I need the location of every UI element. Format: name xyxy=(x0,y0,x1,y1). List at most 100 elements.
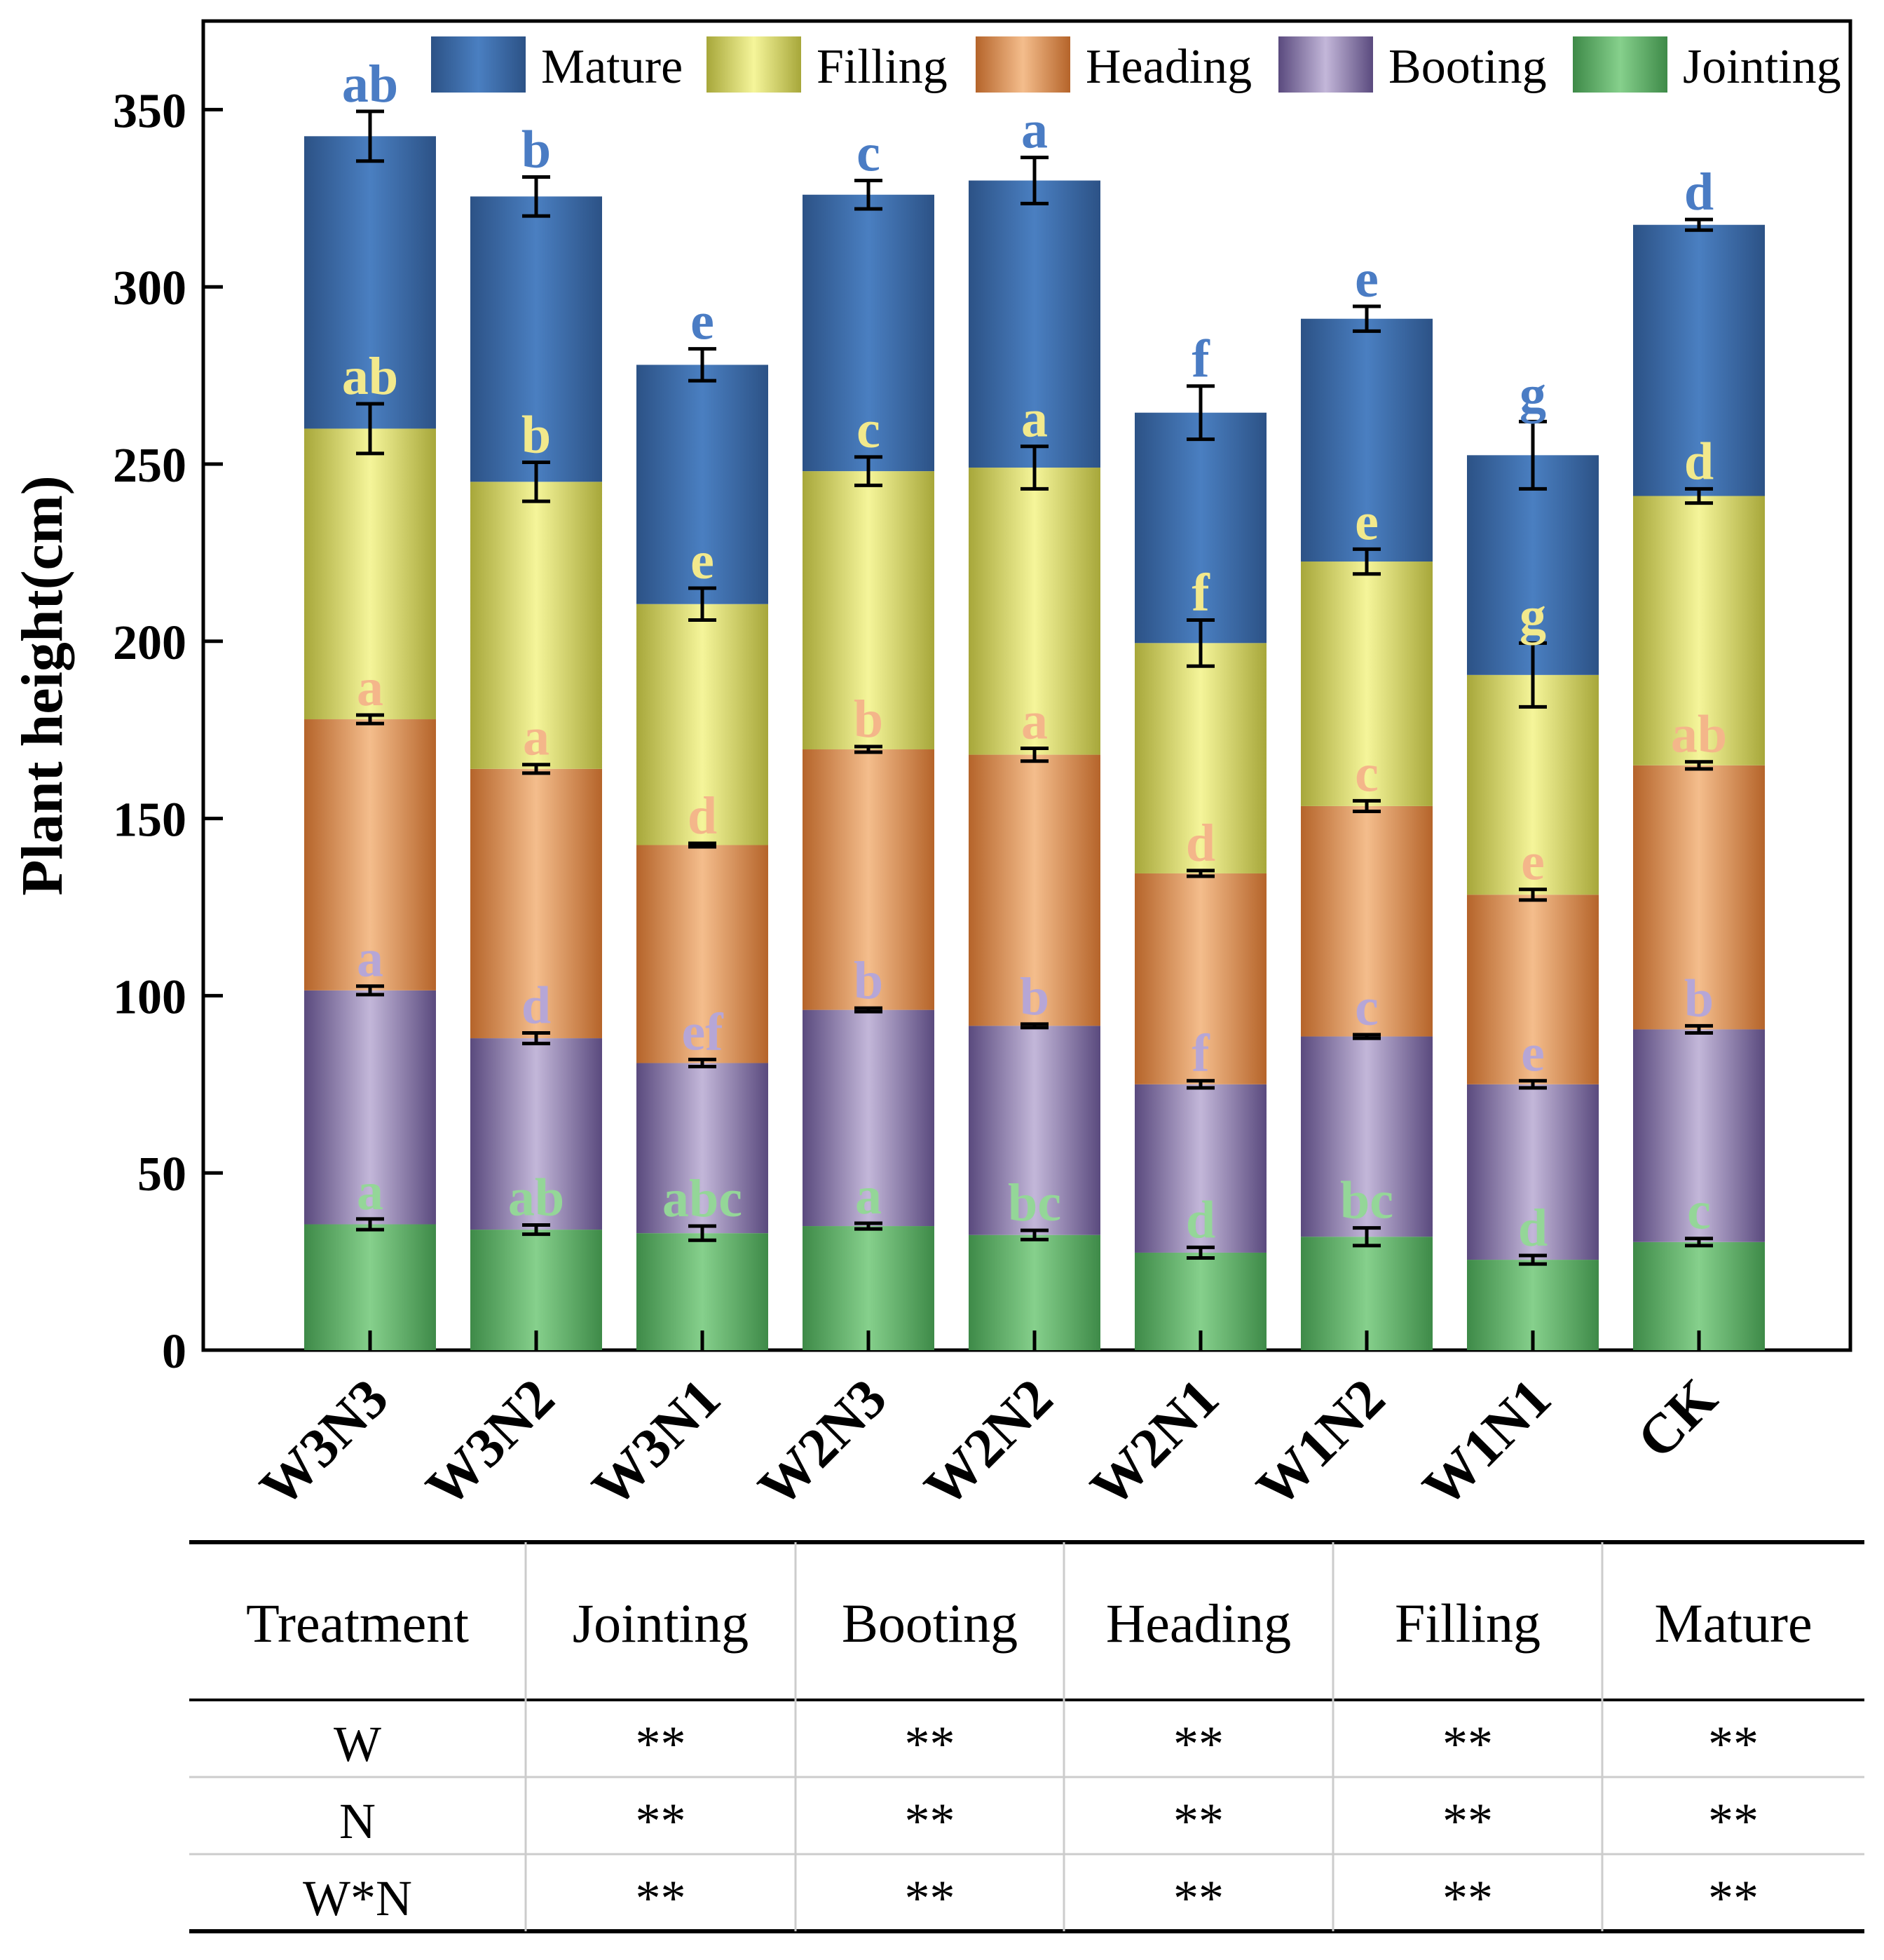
legend-swatch-mature xyxy=(431,36,526,93)
sig-letter-heading: a xyxy=(357,658,383,717)
x-tick-label: W1N2 xyxy=(1245,1368,1397,1519)
x-tick-label: W2N2 xyxy=(913,1368,1065,1519)
sig-letter-filling: f xyxy=(1192,563,1210,622)
table-header-cell: Filling xyxy=(1395,1593,1541,1654)
sig-letter-heading: ab xyxy=(1671,705,1727,764)
bar-filling-w3n3 xyxy=(304,428,436,720)
table-row-label: W*N xyxy=(303,1870,412,1926)
sig-letter-jointing: d xyxy=(1186,1190,1215,1249)
bar-booting-w3n2 xyxy=(470,1038,602,1230)
sig-letter-heading: a xyxy=(523,708,550,767)
table-cell: ** xyxy=(1708,1716,1759,1772)
bar-mature-w2n1 xyxy=(1135,412,1267,644)
table-cell: ** xyxy=(905,1716,955,1772)
sig-letter-heading: b xyxy=(854,690,883,749)
sig-letter-heading: e xyxy=(1521,833,1545,892)
table-cell: ** xyxy=(1708,1793,1759,1849)
legend-label-booting: Booting xyxy=(1388,40,1547,94)
sig-letter-booting: e xyxy=(1521,1024,1545,1083)
bar-heading-w2n3 xyxy=(803,749,934,1010)
table-header-cell: Treatment xyxy=(246,1593,469,1654)
table-body: Treatment Jointing Booting Heading Filling Ma… xyxy=(246,1593,1813,1926)
sig-letter-mature: e xyxy=(690,292,714,351)
bar-mature-w2n2 xyxy=(969,180,1100,468)
bar-filling-w3n1 xyxy=(636,604,768,845)
sig-letter-mature: g xyxy=(1520,365,1546,423)
bar-booting-w1n2 xyxy=(1301,1036,1433,1237)
sig-letter-filling: a xyxy=(1021,390,1048,449)
x-tick-label: W2N1 xyxy=(1079,1368,1231,1519)
bar-mature-w3n2 xyxy=(470,196,602,482)
sig-letter-mature: a xyxy=(1021,101,1048,160)
x-tick-label: W1N1 xyxy=(1412,1368,1563,1519)
bars xyxy=(304,136,1765,1350)
bar-mature-w1n1 xyxy=(1467,455,1599,675)
bar-jointing-w3n2 xyxy=(470,1230,602,1350)
sig-letter-mature: d xyxy=(1684,163,1714,222)
bar-booting-w2n3 xyxy=(803,1009,934,1227)
sig-letter-filling: c xyxy=(856,400,880,459)
legend-label-mature: Mature xyxy=(541,40,683,94)
sig-letter-jointing: abc xyxy=(662,1169,742,1228)
table-header-cell: Jointing xyxy=(573,1593,749,1654)
sig-letter-booting: b xyxy=(1020,967,1049,1026)
sig-letter-heading: d xyxy=(1186,814,1215,873)
sig-letter-jointing: d xyxy=(1518,1199,1548,1258)
bar-booting-w3n1 xyxy=(636,1063,768,1234)
y-axis-label: Plant height(cm) xyxy=(10,475,75,896)
bar-filling-ck xyxy=(1633,496,1765,765)
sig-letter-booting: b xyxy=(854,951,883,1010)
bar-heading-w3n3 xyxy=(304,719,436,991)
bar-booting-w2n2 xyxy=(969,1026,1100,1235)
sig-letter-jointing: a xyxy=(855,1166,882,1225)
legend-swatch-booting xyxy=(1278,36,1373,93)
table-cell: ** xyxy=(1173,1870,1224,1926)
bar-jointing-w2n3 xyxy=(803,1226,934,1350)
sig-letter-mature: c xyxy=(856,124,880,183)
bar-booting-ck xyxy=(1633,1029,1765,1242)
sig-letter-mature: f xyxy=(1192,329,1210,388)
sig-letter-heading: c xyxy=(1355,744,1379,803)
significance-letters: aaaabababdabbabcefdeeabbccbcbaaadfdffbcc… xyxy=(342,55,1727,1258)
table-column-dividers xyxy=(524,1542,1604,1931)
table-cell: ** xyxy=(1173,1793,1224,1849)
bar-jointing-w3n3 xyxy=(304,1224,436,1350)
sig-letter-filling: ab xyxy=(342,347,398,406)
y-tick-label: 300 xyxy=(113,261,186,315)
table-header-cell: Mature xyxy=(1654,1593,1812,1654)
sig-letter-filling: e xyxy=(690,531,714,590)
y-axis: 0 50 100 150 200 250 300 350 xyxy=(113,84,223,1379)
bar-filling-w2n3 xyxy=(803,471,934,750)
bar-mature-w1n2 xyxy=(1301,318,1433,562)
legend-swatch-heading xyxy=(976,36,1070,93)
sig-letter-filling: d xyxy=(1684,432,1714,491)
sig-letter-booting: c xyxy=(1355,978,1379,1037)
table-cell: ** xyxy=(1173,1716,1224,1772)
table-row-label: N xyxy=(339,1793,376,1849)
bar-filling-w2n2 xyxy=(969,468,1100,755)
bar-mature-w3n3 xyxy=(304,136,436,429)
x-axis: W3N3 W3N2 W3N1 W2N3 W2N2 W2N1 W1N2 W1N1 CK xyxy=(249,1331,1729,1519)
table-cell: ** xyxy=(636,1870,686,1926)
sig-letter-mature: ab xyxy=(342,55,398,114)
table-cell: ** xyxy=(1442,1793,1493,1849)
sig-letter-mature: b xyxy=(521,120,551,179)
bar-filling-w3n2 xyxy=(470,482,602,769)
sig-letter-filling: e xyxy=(1355,492,1379,551)
table-header-cell: Booting xyxy=(842,1593,1018,1654)
x-tick-label: W3N3 xyxy=(249,1368,400,1519)
y-tick-label: 150 xyxy=(113,794,186,848)
sig-letter-jointing: a xyxy=(357,1162,383,1221)
sig-letter-booting: d xyxy=(521,976,551,1035)
bar-booting-w1n1 xyxy=(1467,1084,1599,1260)
legend-swatch-filling xyxy=(706,36,801,93)
sig-letter-jointing: c xyxy=(1687,1182,1711,1241)
y-tick-label: 0 xyxy=(162,1325,186,1379)
bar-booting-w3n3 xyxy=(304,990,436,1225)
bar-heading-w3n2 xyxy=(470,768,602,1039)
legend-swatch-jointing xyxy=(1573,36,1667,93)
table-header-cell: Heading xyxy=(1106,1593,1291,1654)
table-row-label: W xyxy=(334,1716,381,1772)
